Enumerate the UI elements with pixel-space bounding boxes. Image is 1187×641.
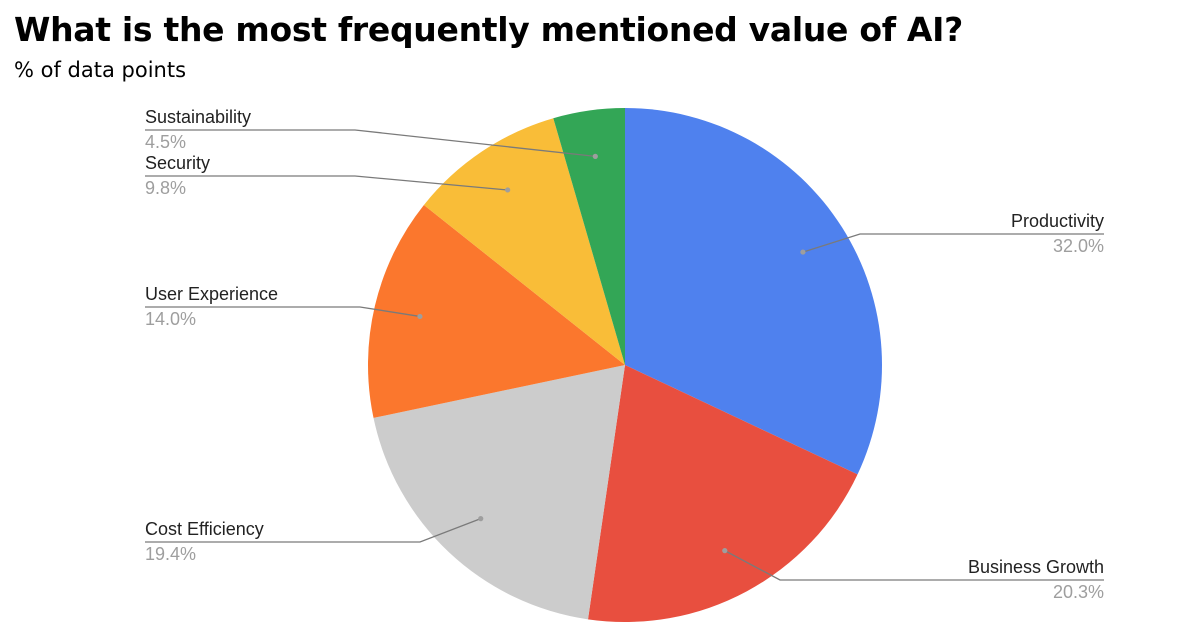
pie-slice-user-experience [368,204,625,418]
pie-slice-productivity [625,108,883,475]
slice-value-user-experience: 14.0% [145,309,196,329]
slice-value-security: 9.8% [145,178,186,198]
pie-slice-business-growth [587,365,858,622]
leader-line-security [145,175,508,191]
leader-line-cost-efficiency [145,518,481,543]
leader-line-productivity [802,233,1104,253]
slice-label-sustainability: Sustainability [145,107,251,127]
leader-line-user-experience [145,306,421,318]
slice-value-sustainability: 4.5% [145,132,186,152]
leader-dot-sustainability [592,153,598,159]
slice-label-cost-efficiency: Cost Efficiency [145,519,264,539]
slice-label-productivity: Productivity [1011,211,1104,231]
leader-line-business-growth [724,550,1104,581]
leader-line-sustainability [145,129,596,158]
leader-dot-user-experience [417,313,423,320]
leader-dot-business-growth [722,548,728,554]
slice-value-cost-efficiency: 19.4% [145,544,196,564]
pie-slice-sustainability [553,108,625,365]
slice-label-user-experience: User Experience [145,284,278,304]
leader-dot-productivity [800,249,806,255]
slice-label-security: Security [145,153,210,173]
slice-value-business-growth: 20.3% [1053,582,1104,602]
leader-dot-security [505,187,511,193]
pie-slice-security [423,118,625,365]
slice-value-productivity: 32.0% [1053,236,1104,256]
chart-title: What is the most frequently mentioned va… [14,10,963,49]
leader-dot-cost-efficiency [478,516,484,522]
slice-label-business-growth: Business Growth [968,557,1104,577]
chart-subtitle: % of data points [14,58,187,82]
pie-slice-cost-efficiency [373,365,625,620]
